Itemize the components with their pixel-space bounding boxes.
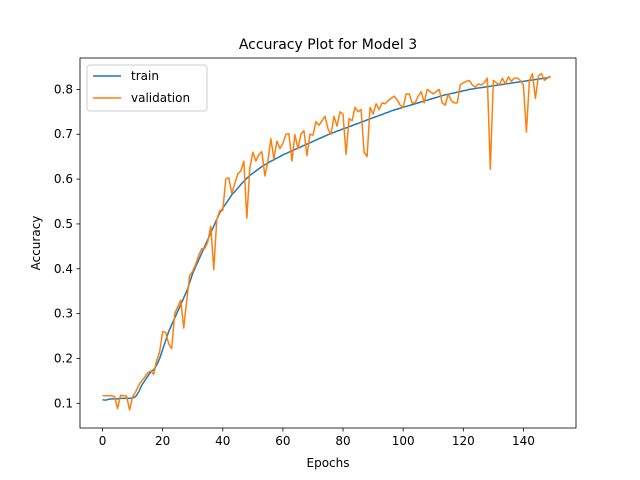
legend-label-train: train bbox=[131, 69, 159, 83]
y-tick-label: 0.3 bbox=[54, 307, 73, 321]
plot-frame bbox=[79, 57, 577, 429]
x-tick-label: 100 bbox=[392, 434, 415, 448]
x-tick-label: 80 bbox=[335, 434, 350, 448]
y-tick-label: 0.2 bbox=[54, 351, 73, 365]
y-tick-label: 0.6 bbox=[54, 172, 73, 186]
x-axis: 0 20 40 60 80 100 120 140 bbox=[99, 428, 535, 448]
x-tick-label: 140 bbox=[512, 434, 535, 448]
legend-label-validation: validation bbox=[131, 91, 190, 105]
series-line-validation bbox=[102, 72, 551, 411]
y-tick-label: 0.1 bbox=[54, 396, 73, 410]
y-tick-label: 0.4 bbox=[54, 262, 73, 276]
series-line-train bbox=[102, 76, 551, 401]
x-axis-label: Epochs bbox=[307, 456, 350, 470]
y-axis: 0.1 0.2 0.3 0.4 0.5 0.6 0.7 0.8 bbox=[54, 82, 80, 410]
y-tick-label: 0.8 bbox=[54, 82, 73, 96]
x-tick-label: 0 bbox=[99, 434, 107, 448]
x-tick-label: 60 bbox=[275, 434, 290, 448]
y-tick-label: 0.5 bbox=[54, 217, 73, 231]
legend: train validation bbox=[86, 64, 208, 112]
chart-title: Accuracy Plot for Model 3 bbox=[239, 37, 417, 53]
x-tick-label: 40 bbox=[215, 434, 230, 448]
x-tick-label: 20 bbox=[155, 434, 170, 448]
y-axis-label: Accuracy bbox=[29, 216, 43, 271]
series-layer bbox=[102, 72, 551, 411]
y-tick-label: 0.7 bbox=[54, 127, 73, 141]
x-tick-label: 120 bbox=[452, 434, 475, 448]
